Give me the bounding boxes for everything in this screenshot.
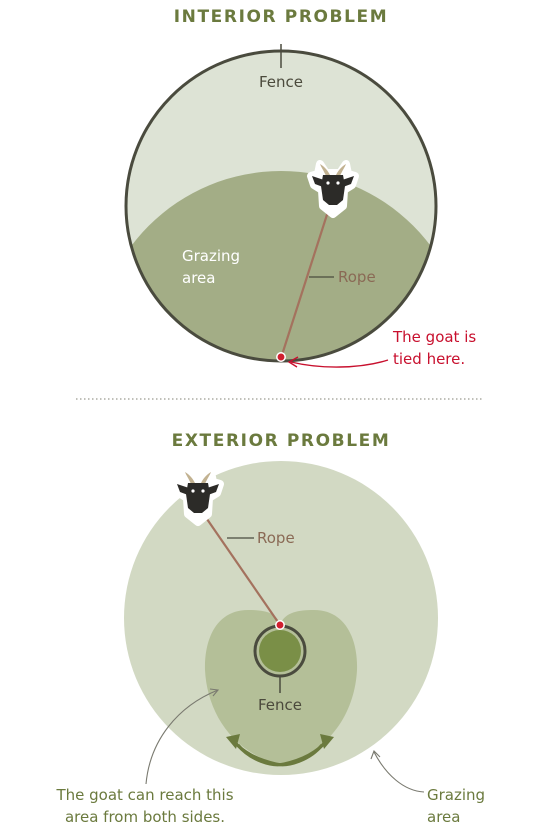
interior-fence-label: Fence <box>259 73 303 91</box>
exterior-fence-disc <box>259 630 301 672</box>
grazing-callout-line <box>373 751 425 793</box>
exterior-double-reach-area <box>204 610 358 765</box>
interior-tied-label-2: tied here. <box>393 350 465 368</box>
interior-grazing-label-2: area <box>182 269 215 287</box>
interior-tie-arrow <box>290 359 389 368</box>
exterior-rope-label: Rope <box>257 529 295 547</box>
both-sides-callout-line <box>145 689 219 785</box>
exterior-tie-point <box>275 620 285 630</box>
exterior-title: EXTERIOR PROBLEM <box>172 431 391 451</box>
both-sides-label-1: The goat can reach this <box>55 786 233 804</box>
exterior-fence-label: Fence <box>258 696 302 714</box>
interior-rope <box>279 198 334 359</box>
interior-rope-label: Rope <box>338 268 376 286</box>
interior-tie-arrowhead <box>287 356 299 368</box>
interior-grazing-label-1: Grazing <box>182 247 240 265</box>
exterior-grazing-label-1: Grazing <box>427 786 485 804</box>
interior-tied-label-1: The goat is <box>392 328 476 346</box>
interior-tie-point <box>276 352 286 362</box>
exterior-rope <box>197 505 281 626</box>
both-sides-arrow-right-head <box>320 734 334 749</box>
both-sides-callout-arrowhead <box>209 688 220 697</box>
interior-title: INTERIOR PROBLEM <box>174 7 389 27</box>
both-sides-label-2: area from both sides. <box>65 808 225 826</box>
exterior-grazing-label-2: area <box>427 808 460 826</box>
both-sides-arrow-right <box>236 739 328 767</box>
both-sides-arrow-left-head <box>226 734 240 749</box>
grazing-callout-arrowhead <box>370 750 381 760</box>
exterior-grazing-area <box>124 461 438 775</box>
